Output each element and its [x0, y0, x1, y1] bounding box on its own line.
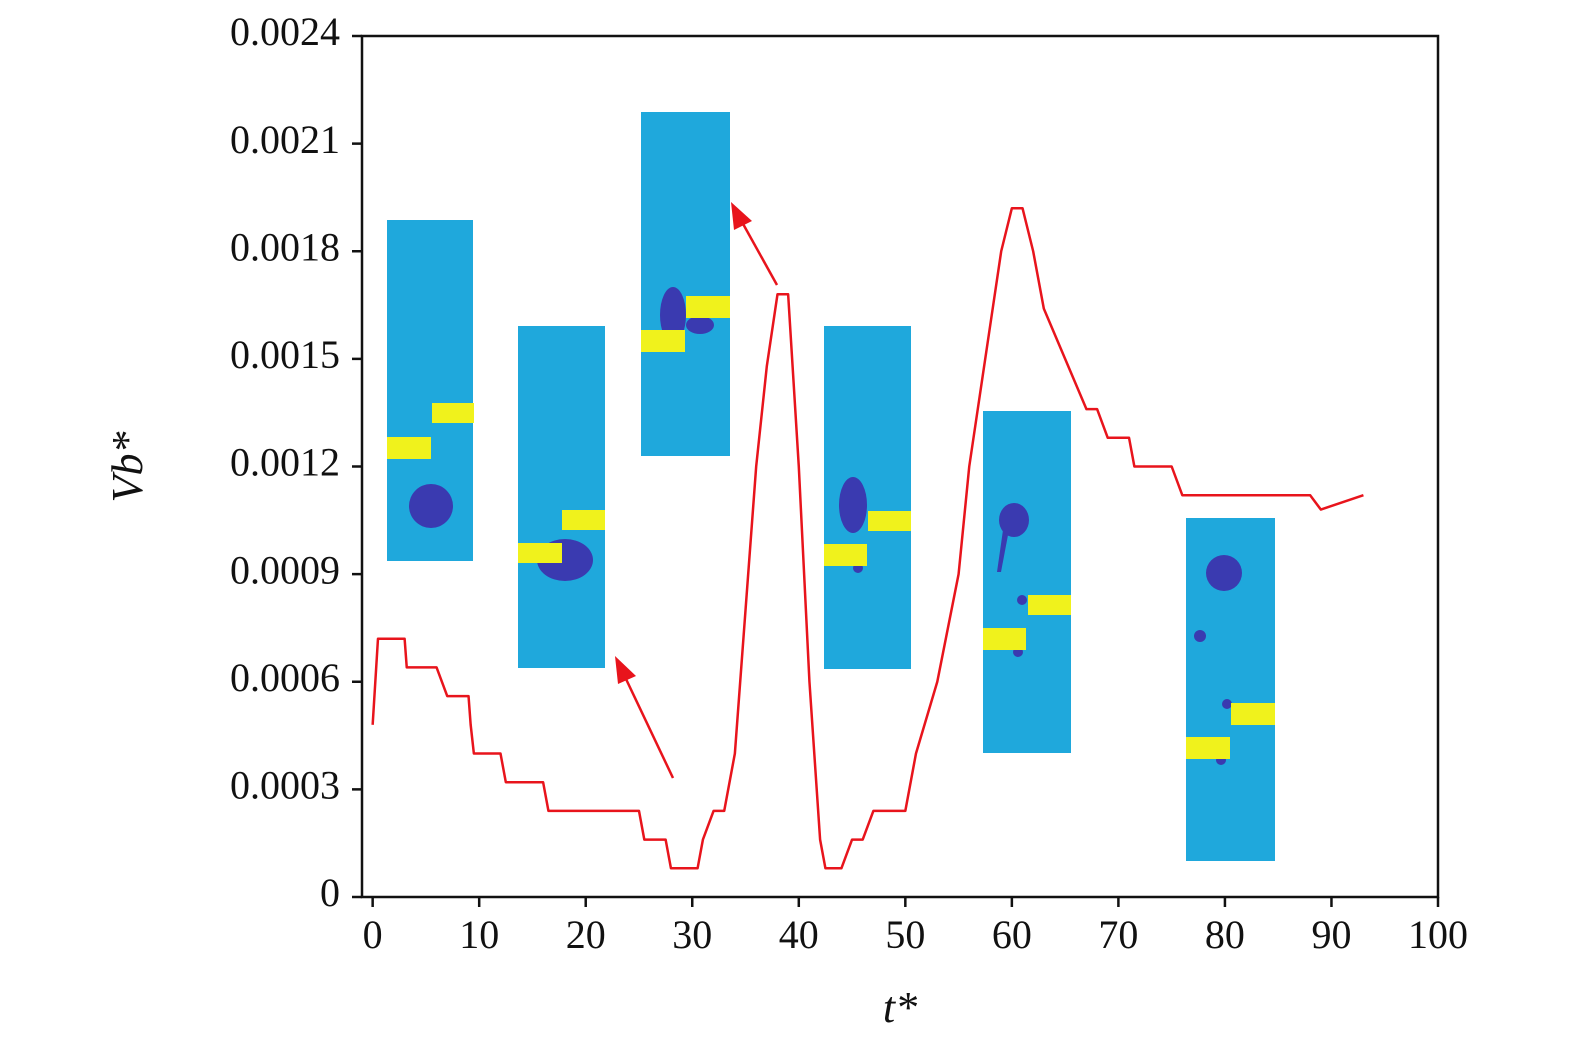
- y-tick-label: 0.0012: [230, 440, 340, 485]
- inset: [1186, 518, 1275, 861]
- y-tick-label: 0.0003: [230, 763, 340, 808]
- x-tick-label: 80: [1205, 912, 1245, 957]
- y-tick-label: 0.0021: [230, 117, 340, 162]
- y-tick-label: 0.0018: [230, 224, 340, 269]
- y-tick-label: 0.0006: [230, 655, 340, 700]
- arrow: [615, 656, 675, 779]
- x-tick-label: 20: [566, 912, 606, 957]
- x-tick-label: 0: [363, 912, 383, 957]
- data-line: [371, 206, 1364, 870]
- x-tick-label: 70: [1098, 912, 1138, 957]
- y-tick-label: 0.0015: [230, 332, 340, 377]
- x-tick-label: 60: [992, 912, 1032, 957]
- x-tick-label: 90: [1311, 912, 1351, 957]
- insets: [387, 112, 1275, 861]
- arrow: [731, 202, 779, 286]
- x-tick-label: 10: [459, 912, 499, 957]
- y-tick-label: 0.0024: [230, 9, 340, 54]
- x-axis-label: t*: [883, 983, 917, 1032]
- inset: [641, 112, 730, 456]
- inset: [983, 411, 1071, 753]
- inset: [518, 326, 605, 668]
- x-tick-label: 50: [885, 912, 925, 957]
- inset: [824, 326, 911, 669]
- x-tick-label: 30: [672, 912, 712, 957]
- y-tick-label: 0.0009: [230, 547, 340, 592]
- x-tick-label: 40: [779, 912, 819, 957]
- y-axis-label: Vb*: [103, 432, 152, 503]
- inset: [387, 220, 474, 561]
- y-tick-label: 0: [320, 870, 340, 915]
- x-tick-label: 100: [1408, 912, 1468, 957]
